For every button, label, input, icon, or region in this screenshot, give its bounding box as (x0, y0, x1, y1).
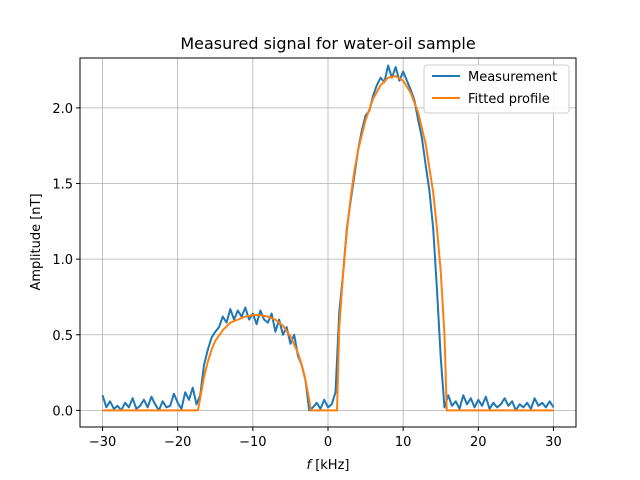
legend-label-fitted: Fitted profile (468, 92, 550, 107)
y-tick-label: 0.5 (52, 329, 73, 344)
x-axis-label-variable: f (307, 458, 314, 473)
x-axis: −30 −20 −10 0 10 20 30 (89, 427, 562, 450)
series-line-measurement (101, 64, 555, 412)
y-tick-label: 1.0 (52, 253, 73, 268)
x-tick-label: 20 (470, 435, 487, 450)
x-axis-label: f [kHz] (307, 458, 350, 473)
y-axis-label: Amplitude [nT] (29, 193, 44, 290)
x-tick-label: 30 (545, 435, 562, 450)
x-axis-label-unit: [kHz] (311, 458, 349, 473)
legend: Measurement Fitted profile (423, 64, 570, 114)
plot-lines (101, 64, 555, 412)
x-tick-label: 0 (324, 435, 332, 450)
legend-box (423, 64, 570, 114)
chart-title: Measured signal for water-oil sample (180, 34, 475, 53)
y-tick-label: 2.0 (52, 102, 73, 117)
y-tick-label: 1.5 (52, 178, 73, 193)
grid (80, 58, 576, 427)
x-tick-label: −20 (164, 435, 191, 450)
series-line-fitted (102, 75, 554, 412)
y-tick-label: 0.0 (52, 404, 73, 419)
y-axis: 0.0 0.5 1.0 1.5 2.0 (52, 102, 80, 419)
x-tick-label: −30 (89, 435, 116, 450)
x-tick-label: −10 (239, 435, 266, 450)
legend-label-measurement: Measurement (468, 70, 557, 85)
x-tick-label: 10 (395, 435, 412, 450)
